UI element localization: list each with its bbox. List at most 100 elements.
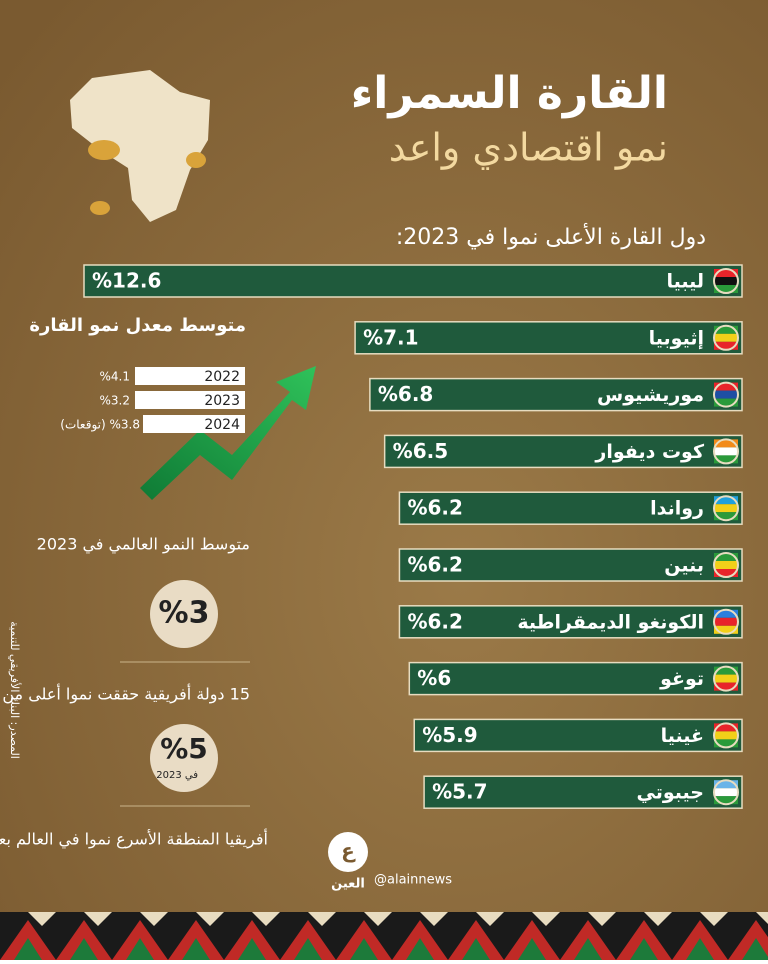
- flag-stripe: [714, 731, 738, 740]
- flag-stripe: [714, 553, 738, 561]
- value-label: %5.9: [422, 723, 477, 747]
- category-label: توغو: [659, 668, 704, 690]
- value-label: %6: [417, 666, 451, 690]
- category-label: غينيا: [661, 725, 704, 747]
- flag-stripe: [714, 390, 738, 399]
- bar: [383, 434, 743, 469]
- flag-stripe: [714, 455, 738, 464]
- bar: [83, 264, 743, 298]
- value-label: %12.6: [92, 269, 161, 293]
- flag-stripe: [714, 682, 738, 691]
- category-label: ليبيا: [666, 271, 704, 293]
- flag-stripe: [714, 496, 738, 505]
- flag-stripe: [714, 277, 738, 285]
- badge-value: %5: [160, 732, 208, 765]
- flag-ring: [713, 608, 739, 635]
- category-label: كوت ديفوار: [594, 441, 705, 463]
- flag-stripe: [714, 666, 738, 675]
- growth-arrow: [140, 366, 316, 500]
- category-label: جيبوتي: [637, 782, 704, 804]
- flag-stripe: [714, 447, 738, 456]
- world-text: متوسط النمو العالمي في 2023: [37, 535, 250, 555]
- flag-stripe: [714, 739, 738, 748]
- logo-mark: [328, 832, 368, 872]
- flag-ring: [713, 495, 739, 522]
- flag-stripe: [714, 788, 738, 797]
- year-label: 2022: [204, 369, 240, 385]
- value-label: %6.2: [407, 553, 462, 577]
- badge-value: %3: [159, 596, 210, 631]
- year-label: 2023: [204, 393, 240, 409]
- flag-stripe: [714, 285, 738, 293]
- flag-ring: [713, 381, 739, 408]
- flag-ring: [713, 665, 739, 692]
- year-box: [143, 415, 245, 433]
- growth-label: %4.1: [100, 370, 131, 384]
- flag-ring: [713, 779, 739, 806]
- value-label: %6.2: [407, 496, 462, 520]
- bar: [398, 491, 743, 525]
- flag-ring: [713, 722, 739, 749]
- africa-map: [70, 70, 210, 222]
- chart-title: دول القارة الأعلى نموا في 2023:: [396, 223, 706, 250]
- flag-stripe: [714, 382, 738, 391]
- flag-ring: [713, 324, 739, 351]
- flag-stripe: [714, 609, 738, 618]
- flag-stripe: [714, 780, 738, 789]
- source: المصدر: البنك الأفريقي للتنمية: [8, 621, 22, 759]
- flag-stripe: [714, 325, 738, 334]
- bar: [408, 661, 743, 696]
- value-label: %7.1: [363, 325, 418, 349]
- category-label: الكونغو الديمقراطية: [517, 611, 704, 633]
- coin: [90, 201, 110, 215]
- category-label: بنين: [664, 555, 704, 577]
- flag-stripe: [714, 269, 738, 277]
- badge: [150, 724, 218, 792]
- fastest-text: أفريقيا المنطقة الأسرع نموا في العالم بع…: [0, 829, 268, 850]
- title: القارة السمراء: [351, 68, 668, 119]
- coin: [186, 152, 206, 168]
- bar: [354, 321, 743, 355]
- coin: [88, 140, 120, 160]
- flag-ring: [713, 552, 739, 578]
- pattern-strip: [0, 912, 768, 960]
- flag-ring: [713, 268, 739, 294]
- bar: [398, 605, 743, 639]
- value-label: %5.7: [432, 780, 487, 804]
- bar: [423, 775, 743, 809]
- flag-stripe: [714, 341, 738, 350]
- year-box: [135, 391, 245, 409]
- flag-stripe: [714, 569, 738, 577]
- bar: [398, 548, 743, 582]
- flag-stripe: [714, 674, 738, 683]
- flag-stripe: [714, 398, 738, 407]
- logo-text: العين: [331, 877, 365, 892]
- handle: @alainnews: [374, 873, 452, 888]
- year-box: [135, 367, 245, 385]
- category-label: رواندا: [650, 498, 704, 520]
- value-label: %6.2: [407, 609, 462, 633]
- year-label: 2024: [204, 417, 240, 433]
- flag-stripe: [714, 625, 738, 634]
- bar: [369, 377, 743, 412]
- value-label: %6.5: [393, 439, 448, 463]
- flag-ring: [713, 438, 739, 465]
- flag-stripe: [714, 723, 738, 732]
- bar: [413, 718, 743, 753]
- subtitle: نمو اقتصادي واعد: [389, 126, 668, 171]
- badge: [150, 580, 218, 648]
- flag-stripe: [714, 796, 738, 805]
- growth-label: %3.8 (توقعات): [60, 418, 140, 433]
- flag-stripe: [714, 439, 738, 448]
- flag-stripe: [714, 512, 738, 521]
- africa-text: 15 دولة أفريقية حققت نموا أعلى من: [2, 684, 250, 705]
- growth-label: %3.2: [100, 394, 131, 408]
- flag-stripe: [714, 333, 738, 342]
- flag-stripe: [714, 617, 738, 626]
- flag-stripe: [714, 504, 738, 513]
- badge-note: في 2023: [156, 770, 198, 781]
- flag-stripe: [714, 561, 738, 569]
- category-label: إثيوبيا: [649, 327, 704, 349]
